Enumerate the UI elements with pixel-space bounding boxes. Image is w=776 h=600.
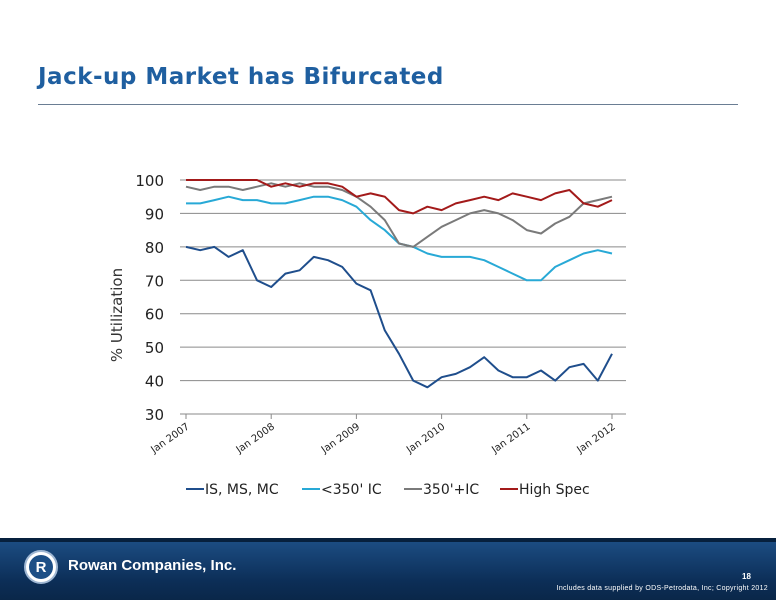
series-line-4 xyxy=(186,179,613,215)
gridlines xyxy=(180,179,626,415)
y-tick-label: 50 xyxy=(145,339,164,357)
legend-label: 350'+IC xyxy=(423,482,479,498)
rowan-logo-icon: R xyxy=(24,550,58,584)
y-tick-label: 100 xyxy=(135,172,164,190)
x-tick-label: Jan 2007 xyxy=(149,421,192,456)
legend-label: High Spec xyxy=(519,482,590,498)
y-axis-label: % Utilization xyxy=(108,268,126,362)
series-lines xyxy=(185,179,613,389)
footer-top-rule xyxy=(0,538,776,542)
x-tick-label: Jan 2011 xyxy=(489,421,532,456)
y-tick-label: 40 xyxy=(145,373,164,391)
y-tick-label: 70 xyxy=(145,272,164,290)
slide-title: Jack-up Market has Bifurcated xyxy=(38,64,444,90)
logo-letter: R xyxy=(29,555,53,579)
y-tick-label: 80 xyxy=(145,239,164,257)
y-tick-label: 90 xyxy=(145,205,164,223)
x-tick-label: Jan 2008 xyxy=(234,421,277,456)
page-number: 18 xyxy=(742,572,751,581)
y-tick-label: 30 xyxy=(145,406,164,424)
legend-label: <350' IC xyxy=(321,482,382,498)
x-tick-label: Jan 2012 xyxy=(575,421,618,456)
y-tick-label: 60 xyxy=(145,306,164,324)
x-tick-label: Jan 2009 xyxy=(319,421,362,456)
x-tick-label: Jan 2010 xyxy=(404,421,447,456)
series-line-1 xyxy=(185,245,613,389)
data-credit: Includes data supplied by ODS-Petrodata,… xyxy=(556,585,768,592)
series-line-3 xyxy=(185,182,613,248)
x-tick-labels: Jan 2007 Jan 2008 Jan 2009 Jan 2010 Jan 2011… xyxy=(149,414,618,456)
legend-label: IS, MS, MC xyxy=(205,482,279,498)
title-divider xyxy=(38,104,738,105)
legend: IS, MS, MC <350' IC 350'+IC High Spec xyxy=(186,482,590,498)
y-tick-labels: 30 40 50 60 70 80 90 100 xyxy=(135,172,164,424)
company-name: Rowan Companies, Inc. xyxy=(68,557,237,574)
footer-bar: R Rowan Companies, Inc. 18 Includes data… xyxy=(0,538,776,600)
